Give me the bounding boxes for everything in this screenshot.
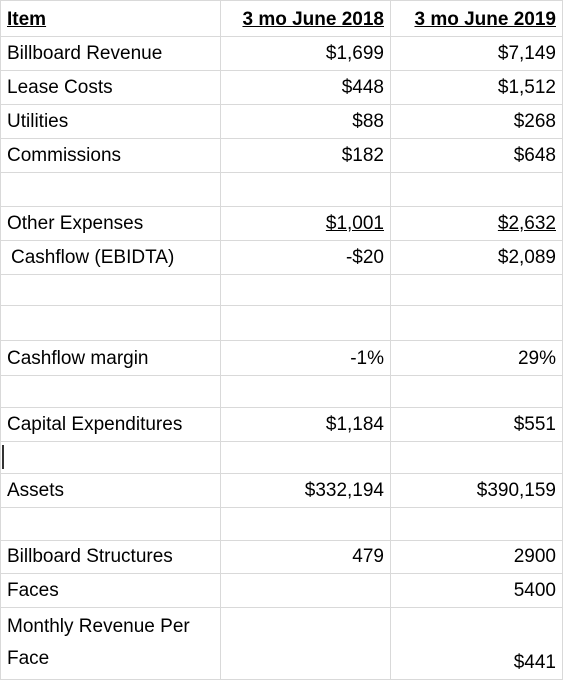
value-text: $2,632 <box>497 213 556 234</box>
cell[interactable] <box>390 305 563 341</box>
value[interactable]: $182 <box>220 138 391 173</box>
value[interactable]: $7,149 <box>390 36 563 71</box>
cell[interactable] <box>0 375 221 408</box>
value[interactable]: $1,699 <box>220 36 391 71</box>
cell[interactable]: 3 mo June 2019 <box>390 0 563 37</box>
row: Cashflow (EBIDTA) -$20 $2,089 <box>0 240 563 275</box>
cell[interactable] <box>220 441 391 474</box>
header-col: 3 mo June 2018 <box>242 9 384 30</box>
value[interactable]: $448 <box>220 70 391 105</box>
value[interactable]: -$20 <box>220 240 391 275</box>
cell[interactable] <box>220 375 391 408</box>
label[interactable]: Monthly Revenue Per Face <box>0 607 221 680</box>
label[interactable]: Faces <box>0 573 221 608</box>
cell[interactable] <box>0 507 221 541</box>
row: Lease Costs $448 $1,512 <box>0 70 563 105</box>
row: Billboard Revenue $1,699 $7,149 <box>0 36 563 71</box>
row: Other Expenses $1,001 $2,632 <box>0 206 563 241</box>
cell[interactable] <box>220 507 391 541</box>
row: Faces 5400 <box>0 573 563 608</box>
value[interactable]: $648 <box>390 138 563 173</box>
blank-row <box>0 507 563 541</box>
label[interactable]: Utilities <box>0 104 221 139</box>
blank-row <box>0 375 563 408</box>
cell[interactable]: 3 mo June 2018 <box>220 0 391 37</box>
value[interactable]: $1,184 <box>220 407 391 442</box>
label[interactable]: Billboard Revenue <box>0 36 221 71</box>
cell[interactable] <box>220 172 391 207</box>
value[interactable]: $1,001 <box>220 206 391 241</box>
cell[interactable] <box>390 274 563 306</box>
row: Utilities $88 $268 <box>0 104 563 139</box>
value[interactable]: $551 <box>390 407 563 442</box>
cell[interactable]: Item <box>0 0 221 37</box>
value[interactable]: 29% <box>390 340 563 376</box>
value[interactable]: 5400 <box>390 573 563 608</box>
cell[interactable] <box>220 305 391 341</box>
header-item: Item <box>7 9 47 30</box>
value[interactable]: $2,089 <box>390 240 563 275</box>
cell[interactable] <box>390 507 563 541</box>
value[interactable]: $390,159 <box>390 473 563 508</box>
value[interactable]: -1% <box>220 340 391 376</box>
label[interactable]: Billboard Structures <box>0 540 221 574</box>
value[interactable]: $2,632 <box>390 206 563 241</box>
value[interactable] <box>220 607 391 680</box>
value[interactable]: $1,512 <box>390 70 563 105</box>
value[interactable]: $332,194 <box>220 473 391 508</box>
label[interactable]: Cashflow (EBIDTA) <box>0 240 221 275</box>
label[interactable]: Capital Expenditures <box>0 407 221 442</box>
row: Assets $332,194 $390,159 <box>0 473 563 508</box>
row: Monthly Revenue Per Face $441 <box>0 607 563 680</box>
row: Cashflow margin -1% 29% <box>0 340 563 376</box>
blank-row <box>0 274 563 306</box>
value[interactable]: 2900 <box>390 540 563 574</box>
cell[interactable] <box>0 441 221 474</box>
label[interactable]: Commissions <box>0 138 221 173</box>
cell[interactable] <box>0 305 221 341</box>
label[interactable]: Lease Costs <box>0 70 221 105</box>
value[interactable]: $88 <box>220 104 391 139</box>
cell[interactable] <box>0 172 221 207</box>
cell[interactable] <box>390 172 563 207</box>
value[interactable]: $268 <box>390 104 563 139</box>
cell[interactable] <box>220 274 391 306</box>
text-cursor <box>2 445 4 469</box>
row: Commissions $182 $648 <box>0 138 563 173</box>
value[interactable]: $441 <box>390 607 563 680</box>
value[interactable]: 479 <box>220 540 391 574</box>
cell[interactable] <box>390 375 563 408</box>
blank-row <box>0 172 563 207</box>
blank-row <box>0 305 563 341</box>
header-col: 3 mo June 2019 <box>414 9 556 30</box>
label[interactable]: Other Expenses <box>0 206 221 241</box>
row: Billboard Structures 479 2900 <box>0 540 563 574</box>
header-row: Item 3 mo June 2018 3 mo June 2019 <box>0 0 563 37</box>
value-text: $1,001 <box>325 213 384 234</box>
value[interactable] <box>220 573 391 608</box>
blank-row <box>0 441 563 474</box>
label[interactable]: Cashflow margin <box>0 340 221 376</box>
row: Capital Expenditures $1,184 $551 <box>0 407 563 442</box>
cell[interactable] <box>390 441 563 474</box>
label[interactable]: Assets <box>0 473 221 508</box>
cell[interactable] <box>0 274 221 306</box>
